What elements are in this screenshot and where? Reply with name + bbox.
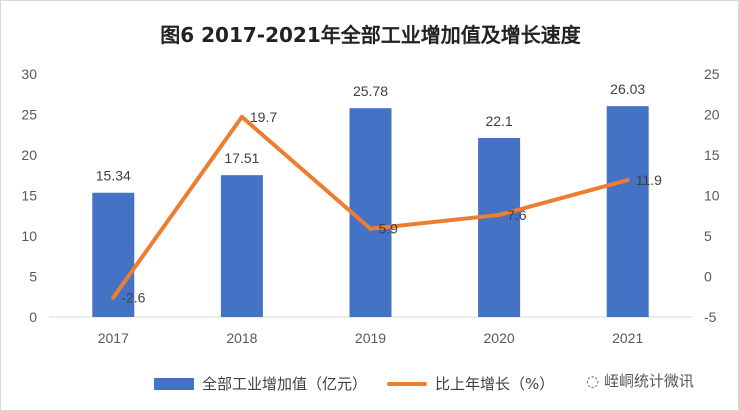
line-point [111, 295, 116, 300]
y-left-tick-label: 20 [21, 147, 37, 163]
line-data-label: 11.9 [636, 172, 662, 188]
bar-data-label: 15.34 [96, 168, 131, 184]
chart-title: 图6 2017-2021年全部工业增加值及增长速度 [160, 23, 581, 47]
x-tick-label: 2020 [484, 330, 515, 346]
legend-label-bar: 全部工业增加值（亿元） [202, 375, 368, 393]
bar [220, 175, 263, 317]
y-left-tick-label: 5 [29, 269, 37, 285]
legend-swatch-bar [154, 377, 194, 390]
y-right-tick-label: -5 [704, 309, 717, 325]
bar-data-label: 25.78 [353, 83, 388, 99]
line-point [625, 178, 630, 183]
line-data-label: 19.7 [250, 109, 277, 125]
x-tick-label: 2019 [355, 330, 386, 346]
watermark: ◌ 峌峒统计微讯 [586, 372, 694, 390]
x-tick-label: 2017 [98, 330, 129, 346]
bar-data-label: 17.51 [224, 150, 259, 166]
y-left-tick-label: 10 [21, 228, 37, 244]
bar [606, 106, 649, 317]
line-data-label: 5.9 [379, 221, 399, 237]
line-point [497, 212, 502, 217]
watermark-text: 峌峒统计微讯 [603, 372, 694, 390]
bar [349, 108, 392, 317]
bar-data-label: 22.1 [485, 113, 512, 129]
y-right-tick-label: 10 [704, 188, 720, 204]
bar [478, 137, 521, 317]
x-tick-label: 2018 [226, 330, 257, 346]
legend-swatch-line [387, 381, 428, 386]
line-point [239, 114, 244, 119]
y-left-tick-label: 25 [21, 107, 37, 123]
legend: 全部工业增加值（亿元） 比上年增长（%） [154, 373, 554, 394]
legend-label-line: 比上年增长（%） [435, 375, 555, 393]
y-right-tick-label: 20 [704, 107, 720, 123]
y-right-tick-label: 15 [704, 147, 720, 163]
line-data-label: 7.6 [507, 207, 527, 223]
y-left-tick-label: 30 [21, 66, 37, 82]
y-left-tick-label: 0 [29, 309, 37, 325]
y-right-tick-label: 25 [704, 66, 720, 82]
bar-data-label: 26.03 [610, 81, 645, 97]
y-right-tick-label: 0 [704, 269, 712, 285]
y-right-tick-label: 5 [704, 228, 712, 244]
x-tick-label: 2021 [612, 330, 643, 346]
line-point [368, 226, 373, 231]
y-left-tick-label: 15 [21, 188, 37, 204]
line-data-label: -2.6 [121, 290, 145, 306]
